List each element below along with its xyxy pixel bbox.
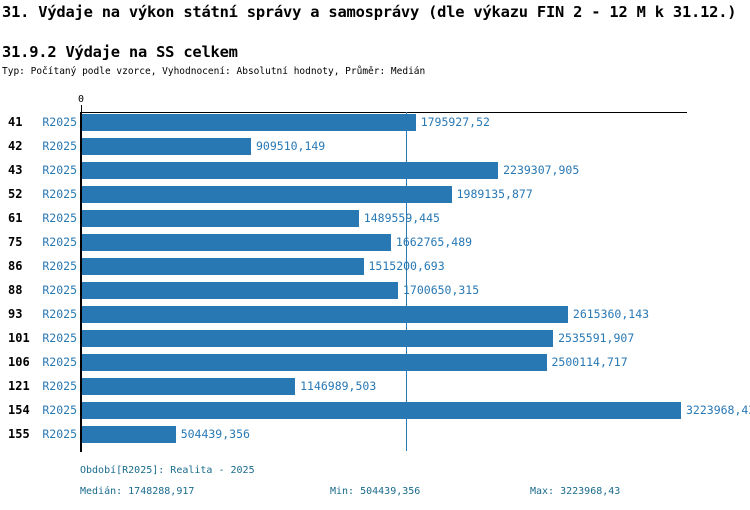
bar-value-label: 504439,356 [180,427,250,441]
row-category-label: 101 [8,331,30,345]
row-series-label: R2025 [42,187,77,201]
bar [82,186,452,203]
bar [82,114,416,131]
chart-row: 41 R2025 1795927,52 [0,114,750,131]
axis-zero-label: 0 [77,94,85,105]
bar [82,210,359,227]
row-series-label: R2025 [42,355,77,369]
x-axis-line [81,112,687,113]
row-category-label: 106 [8,355,30,369]
chart-row: 93 R2025 2615360,143 [0,306,750,323]
row-series-label: R2025 [42,115,77,129]
bar-value-label: 1700650,315 [403,283,480,297]
row-category-label: 88 [8,283,23,297]
bar-value-label: 2500114,717 [551,355,628,369]
bar [82,330,554,347]
row-series-label: R2025 [42,211,77,225]
median-line [405,112,407,451]
chart-row: 75 R2025 1662765,489 [0,234,750,251]
row-series-label: R2025 [42,307,77,321]
row-category-label: 93 [8,307,23,321]
row-category-label: 41 [8,115,23,129]
row-series-label: R2025 [42,139,77,153]
bar-value-label: 1515200,693 [368,259,445,273]
row-category-label: 75 [8,235,23,249]
bar-value-label: 2615360,143 [572,307,650,321]
chart-row: 106 R2025 2500114,717 [0,354,750,371]
bar-value-label: 1795927,52 [420,115,490,129]
row-series-label: R2025 [42,379,77,393]
chart-row: 52 R2025 1989135,877 [0,186,750,203]
chart-row: 88 R2025 1700650,315 [0,282,750,299]
bar-value-label: 2535591,907 [558,331,635,345]
footer-max: Max: 3223968,43 [530,486,621,497]
chart-row: 101 R2025 2535591,907 [0,330,750,347]
row-category-label: 86 [8,259,23,273]
y-axis-line [80,112,82,452]
row-series-label: R2025 [42,235,77,249]
footer-min: Min: 504439,356 [330,486,421,497]
row-series-label: R2025 [42,403,77,417]
bar-value-label: 1146989,503 [300,379,377,393]
section-title: 31.9.2 Výdaje na SS celkem [2,43,238,61]
row-category-label: 155 [8,427,30,441]
bar-value-label: 1989135,877 [456,187,533,201]
row-category-label: 42 [8,139,23,153]
bar [82,426,176,443]
chart-type-line: Typ: Počítaný podle vzorce, Vyhodnocení:… [2,66,426,77]
row-category-label: 52 [8,187,23,201]
row-category-label: 154 [8,403,30,417]
row-series-label: R2025 [42,259,77,273]
chart-row: 121 R2025 1146989,503 [0,378,750,395]
bar [82,306,568,323]
bar-value-label: 2239307,905 [503,163,580,177]
bar [82,234,391,251]
row-series-label: R2025 [42,163,77,177]
row-series-label: R2025 [42,283,77,297]
footer-period: Období[R2025]: Realita - 2025 [80,465,255,476]
row-category-label: 43 [8,163,23,177]
chart-row: 43 R2025 2239307,905 [0,162,750,179]
page-title: 31. Výdaje na výkon státní správy a samo… [2,3,737,21]
bar-value-label: 1489559,445 [363,211,440,225]
bar-value-label: 909510,149 [256,139,326,153]
bar [82,402,681,419]
footer-median: Medián: 1748288,917 [80,486,195,497]
row-series-label: R2025 [42,331,77,345]
bar [82,282,398,299]
row-category-label: 121 [8,379,30,393]
chart-row: 61 R2025 1489559,445 [0,210,750,227]
row-category-label: 61 [8,211,23,225]
chart-row: 42 R2025 909510,149 [0,138,750,155]
axis-tick [81,105,82,112]
bar [82,258,364,275]
chart-row: 154 R2025 3223968,43 [0,402,750,419]
chart-row: 155 R2025 504439,356 [0,426,750,443]
chart-row: 86 R2025 1515200,693 [0,258,750,275]
bar-value-label: 3223968,43 [686,403,750,417]
bar [82,378,296,395]
bar [82,138,251,155]
bar [82,162,499,179]
row-series-label: R2025 [42,427,77,441]
bar-value-label: 1662765,489 [395,235,473,249]
bar [82,354,547,371]
